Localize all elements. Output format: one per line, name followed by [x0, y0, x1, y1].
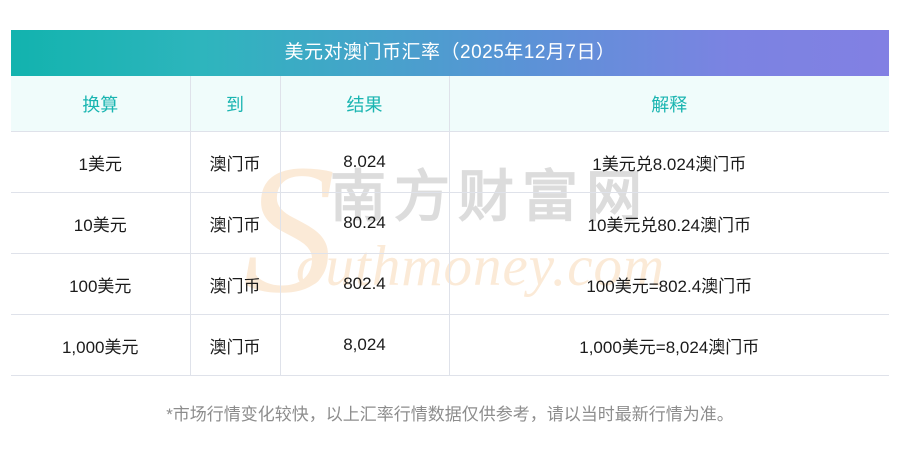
- table-row: 100美元 澳门币 802.4 100美元=802.4澳门币: [11, 253, 889, 315]
- table-row: 1,000美元 澳门币 8,024 1,000美元=8,024澳门币: [11, 314, 889, 376]
- cell-result: 8.024: [279, 131, 450, 193]
- table-header-row: 换算 到 结果 解释: [11, 76, 889, 132]
- column-header-target: 到: [189, 76, 281, 132]
- exchange-rate-table: 换算 到 结果 解释 1美元 澳门币 8.024 1美元兑8.024澳门币 10…: [11, 76, 889, 376]
- cell-target: 澳门币: [189, 314, 281, 376]
- cell-target: 澳门币: [189, 192, 281, 254]
- cell-amount: 100美元: [11, 253, 191, 315]
- cell-amount: 10美元: [11, 192, 191, 254]
- rate-table-container: 美元对澳门币汇率（2025年12月7日） 换算 到 结果 解释 1美元: [11, 30, 889, 376]
- cell-result: 8,024: [279, 314, 450, 376]
- cell-explanation: 100美元=802.4澳门币: [448, 253, 889, 315]
- cell-amount: 1美元: [11, 131, 191, 193]
- table-body: 1美元 澳门币 8.024 1美元兑8.024澳门币 10美元 澳门币 80.2…: [11, 131, 889, 376]
- cell-explanation: 1,000美元=8,024澳门币: [448, 314, 889, 376]
- table-row: 1美元 澳门币 8.024 1美元兑8.024澳门币: [11, 131, 889, 193]
- cell-result: 802.4: [279, 253, 450, 315]
- column-header-amount: 换算: [11, 76, 191, 132]
- column-header-result: 结果: [279, 76, 450, 132]
- column-header-explanation: 解释: [448, 76, 889, 132]
- cell-amount: 1,000美元: [11, 314, 191, 376]
- disclaimer-note: *市场行情变化较快，以上汇率行情数据仅供参考，请以当时最新行情为准。: [166, 405, 734, 424]
- cell-explanation: 1美元兑8.024澳门币: [448, 131, 889, 193]
- cell-result: 80.24: [279, 192, 450, 254]
- cell-explanation: 10美元兑80.24澳门币: [448, 192, 889, 254]
- cell-target: 澳门币: [189, 131, 281, 193]
- cell-target: 澳门币: [189, 253, 281, 315]
- table-header: 换算 到 结果 解释: [11, 76, 889, 132]
- page-title: 美元对澳门币汇率（2025年12月7日）: [11, 30, 889, 76]
- table-row: 10美元 澳门币 80.24 10美元兑80.24澳门币: [11, 192, 889, 254]
